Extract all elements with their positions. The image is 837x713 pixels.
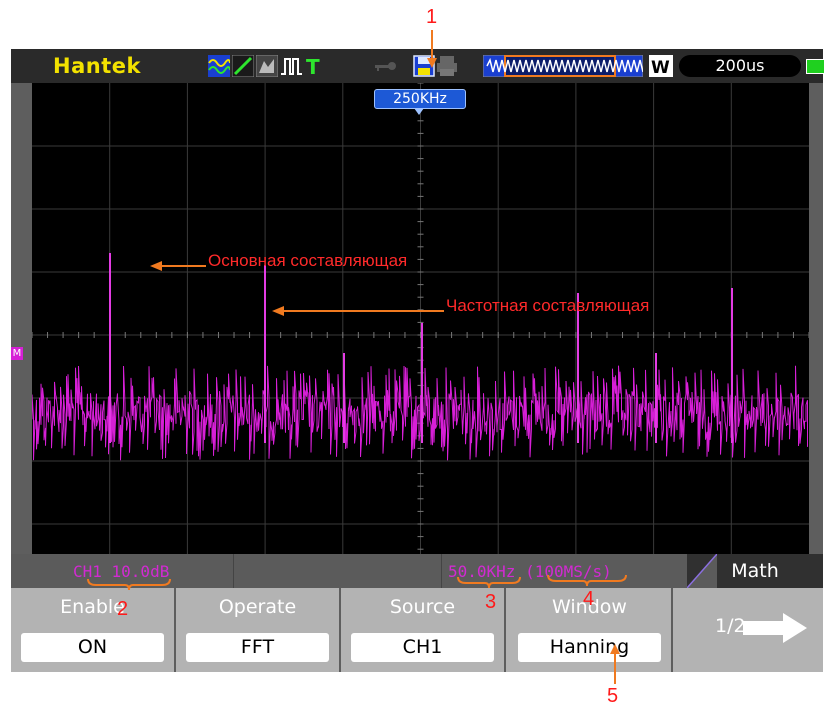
window-title: Window [552,596,627,618]
oscilloscope-screen: Hantek T [11,49,825,672]
enable-title: Enable [60,596,125,618]
key-icon [375,62,396,71]
source-value[interactable]: CH1 [351,633,494,662]
acquire-icon[interactable] [256,55,278,77]
print-icon [437,56,457,76]
timebase-readout: 200us [679,55,801,77]
harmonic-label: Частотная составляющая [446,296,650,315]
trigger-slope-icon[interactable] [232,55,254,77]
operate-value[interactable]: FFT [186,633,329,662]
right-arrow-icon [743,613,807,643]
source-button[interactable]: Source CH1 [341,588,506,672]
top-status-bar: Hantek T [11,49,825,83]
w-icon[interactable]: W [649,55,673,77]
battery-icon [806,59,825,74]
memory-waveform-icon[interactable] [483,55,643,77]
enable-button[interactable]: Enable ON [11,588,176,672]
callout-1: 1 [426,6,438,28]
callout-3: 3 [485,591,497,613]
fft-display-grid [31,82,810,587]
graticule [31,82,810,587]
callout-4: 4 [583,588,595,610]
pulse-icon[interactable] [280,55,302,77]
brand-logo: Hantek [53,54,141,78]
frequency-scale: 50.0KHz (100MS/s) [448,562,612,581]
center-frequency-marker[interactable]: 250KHz [374,89,466,109]
window-value[interactable]: Hanning [518,633,661,662]
source-title: Source [389,596,456,618]
waveform-icon[interactable] [208,55,230,77]
soft-menu: Enable ON Operate FFT Source CH1 Window … [11,588,823,672]
marker-pointer-icon [414,108,424,115]
operate-title: Operate [218,596,297,618]
page-indicator: 1/2 [715,615,746,637]
channel-marker[interactable]: M [11,347,23,360]
fundamental-label: Основная составляющая [208,251,408,270]
callout-5: 5 [607,685,619,707]
channel-scale: CH1 10.0dB [73,562,170,581]
svg-text:W: W [651,58,670,77]
callout-2: 2 [117,598,129,620]
trigger-t-icon[interactable]: T [302,55,324,77]
svg-text:T: T [306,55,320,77]
next-page-button[interactable]: 1/2 [677,588,823,672]
window-button[interactable]: Window Hanning [508,588,673,672]
operate-button[interactable]: Operate FFT [176,588,341,672]
menu-title-label: Math [731,560,779,582]
enable-value[interactable]: ON [21,633,164,662]
menu-title: Math [687,554,823,588]
